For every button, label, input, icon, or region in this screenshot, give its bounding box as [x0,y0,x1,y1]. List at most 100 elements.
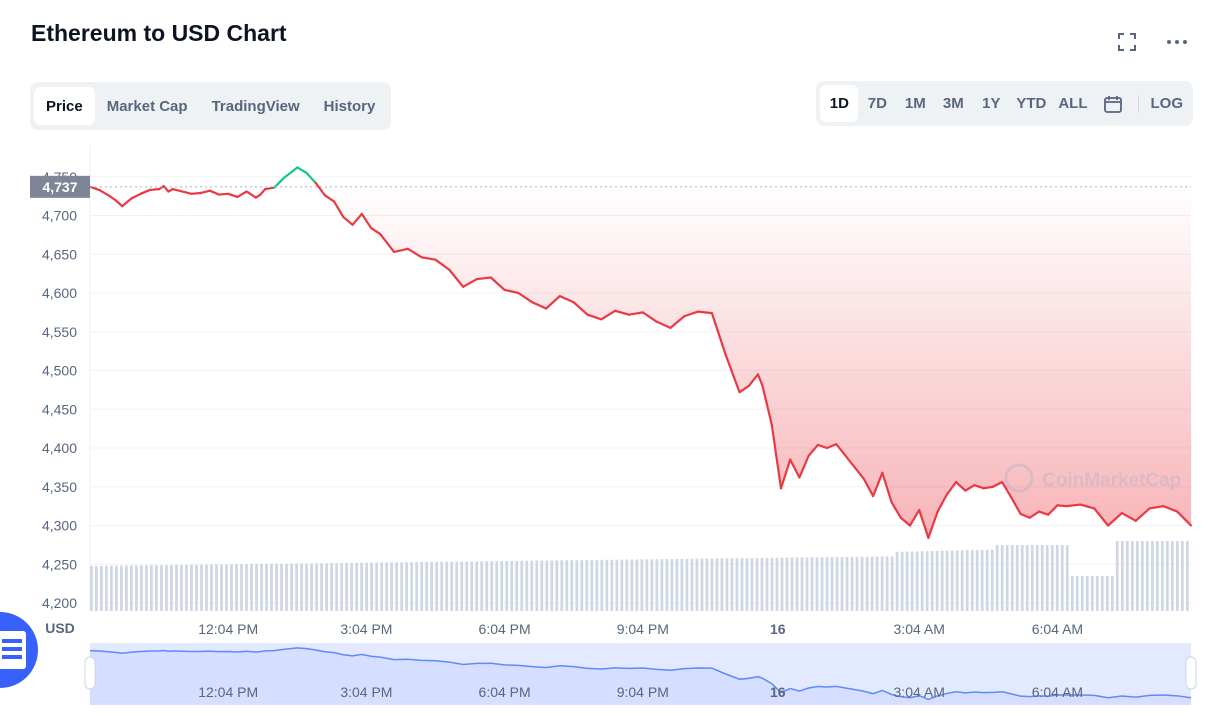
volume-bar [145,565,148,611]
price-segment [816,443,829,450]
volume-bar [160,565,163,611]
volume-bar [385,562,389,611]
news-badge-icon[interactable] [0,611,38,689]
price-segment [1176,510,1193,527]
volume-bar [920,551,924,611]
volume-bar [1045,545,1049,611]
volume-bar [225,564,228,611]
price-segment [927,510,939,540]
price-line [88,166,1193,540]
volume-bar [360,562,363,611]
price-segment [1028,510,1041,519]
volume-bar [610,559,614,611]
volume-bar [850,556,854,611]
volume-bar [1065,545,1069,611]
fullscreen-icon[interactable] [1115,30,1139,54]
range-3m[interactable]: 3M [942,95,964,112]
volume-bar [215,564,218,611]
volume-bars [90,541,1189,611]
tab-price[interactable]: Price [34,87,95,125]
price-segment [162,184,170,193]
price-segment [379,233,396,254]
volume-bar [1140,541,1144,611]
y-tick-label: 4,400 [42,440,77,456]
price-segment [572,301,589,316]
price-segment [208,189,221,196]
watermark: CoinMarketCap [1004,463,1181,493]
volume-bar [545,560,549,611]
range-navigator[interactable]: 12:04 PM 3:04 PM 6:04 PM 9:04 PM 16 3:04 AM 6:… [84,643,1197,705]
volume-bar [135,565,138,611]
tab-tradingview[interactable]: TradingView [211,97,300,115]
volume-bar [1020,545,1024,611]
price-segment [139,188,151,195]
volume-bar [125,565,128,611]
volume-bar [395,562,399,611]
range-7d[interactable]: 7D [867,95,887,112]
calendar-icon[interactable] [1094,85,1132,122]
volume-bar [165,565,168,611]
volume-bar [1080,576,1084,611]
volume-bar [715,558,719,611]
price-segment [263,186,276,191]
navigator-right-handle[interactable] [1185,656,1197,690]
volume-bar [400,562,404,611]
navigator-left-handle[interactable] [84,656,96,690]
volume-bar [205,564,208,611]
volume-bar [250,564,253,611]
volume-bar [240,564,243,611]
volume-bar [370,562,374,611]
price-segment [273,177,285,189]
range-ytd[interactable]: YTD [1016,95,1047,112]
log-toggle[interactable]: LOG [1150,95,1184,112]
volume-bar [980,549,984,611]
price-segment [890,501,902,519]
volume-bar [600,559,604,611]
volume-bar [510,560,514,611]
volume-bar [565,560,569,611]
volume-bar [1160,541,1164,611]
range-1d[interactable]: 1D [820,85,859,122]
volume-bar [930,551,934,611]
x-tick-label: 9:04 PM [617,621,669,637]
price-segment [669,315,686,329]
navigator-tick-label: 3:04 AM [894,684,945,700]
volume-bar [335,563,338,611]
range-1m[interactable]: 1M [904,95,926,112]
volume-bar [315,563,318,611]
price-segment [121,197,133,208]
volume-bar [640,559,644,611]
price-segment [954,481,967,492]
volume-bar [90,566,93,611]
volume-bar [615,559,619,611]
volume-bar [180,564,183,611]
volume-bar [210,564,213,611]
more-dots-icon[interactable] [1165,30,1189,54]
volume-bar [710,558,714,611]
price-segment [918,508,930,540]
current-price-label: 4,737 [42,179,77,195]
volume-bar [795,557,799,611]
price-segment [798,454,810,479]
volume-bar [410,562,414,611]
volume-bar [275,563,278,611]
x-tick-label: 6:04 PM [479,621,531,637]
tab-history[interactable]: History [323,97,376,115]
volume-bar [1145,541,1149,611]
volume-bar [470,561,474,611]
range-all[interactable]: ALL [1058,95,1088,112]
volume-bar [830,557,834,611]
volume-bar [955,550,959,611]
tab-market-cap[interactable]: Market Cap [106,97,188,115]
volume-bar [685,558,689,611]
price-segment [259,188,267,196]
volume-bar [985,549,989,611]
range-1y[interactable]: 1Y [982,95,1001,112]
volume-bar [935,550,939,611]
volume-bar [915,551,919,611]
price-segment [747,373,760,388]
volume-bar [415,562,419,611]
price-segment [710,312,727,357]
volume-bar [860,556,864,611]
